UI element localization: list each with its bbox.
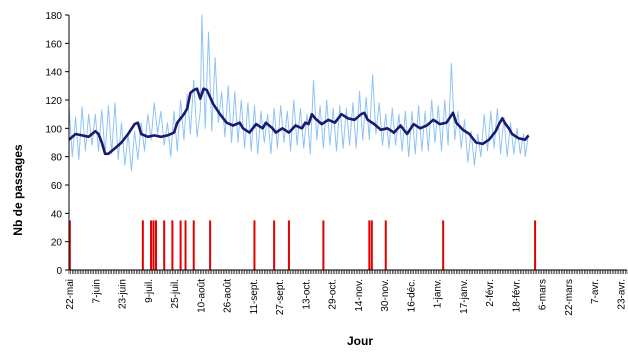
y-tick-label: 20 (51, 238, 63, 249)
x-tick-label: 16-déc. (406, 279, 417, 312)
y-tick-label: 100 (45, 124, 62, 135)
x-tick-label: 2-févr. (485, 279, 496, 307)
x-tick-label: 25-juil. (170, 279, 181, 308)
x-tick-label: 10-août (196, 279, 207, 313)
x-tick-label: 22-mars (564, 279, 575, 316)
y-tick-label: 40 (51, 209, 63, 220)
y-axis: 0 20 40 60 80 100 120 140 160 180 (45, 11, 70, 277)
x-tick-label: 7-avr. (590, 279, 601, 304)
x-tick-label: 18-févr. (511, 279, 522, 312)
series-daily (68, 14, 529, 172)
x-tick-label: 7-juin (91, 279, 102, 303)
x-tick-label: 13-oct. (301, 279, 312, 310)
x-tick-label: 23-avr. (616, 279, 627, 310)
x-tick-label: 14-nov. (354, 279, 365, 312)
x-tick-label: 29-oct. (328, 279, 339, 310)
x-tick-label: 26-août (223, 279, 234, 313)
x-axis: 22-mai 7-juin 23-juin 9-juil. 25-juil. 10-aoû… (65, 269, 627, 316)
y-axis-title: Nb de passages (11, 144, 25, 236)
x-tick-label: 17-janv. (459, 279, 470, 314)
smoothed-line (68, 87, 530, 156)
y-tick-label: 120 (45, 96, 62, 107)
x-axis-title: Jour (347, 334, 373, 348)
y-tick-label: 180 (45, 11, 62, 22)
x-tick-label: 27-sept. (275, 279, 286, 315)
y-tick-label: 80 (51, 153, 63, 164)
x-tick-label: 1-janv. (433, 279, 444, 308)
y-tick-label: 140 (45, 68, 62, 79)
x-tick-label: 23-juin (118, 279, 129, 309)
x-tick-label: 6-mars (538, 279, 549, 310)
x-tick-label: 9-juil. (144, 279, 155, 303)
y-tick-label: 60 (51, 181, 63, 192)
daily-line (68, 14, 529, 172)
y-tick-label: 0 (56, 266, 62, 277)
x-tick-label: 11-sept. (249, 279, 260, 314)
x-tick-label: 22-mai (65, 279, 76, 310)
event-bars (68, 220, 537, 270)
x-tick-label: 30-nov. (380, 279, 391, 312)
series-smoothed (68, 87, 530, 156)
y-tick-label: 160 (45, 39, 62, 50)
